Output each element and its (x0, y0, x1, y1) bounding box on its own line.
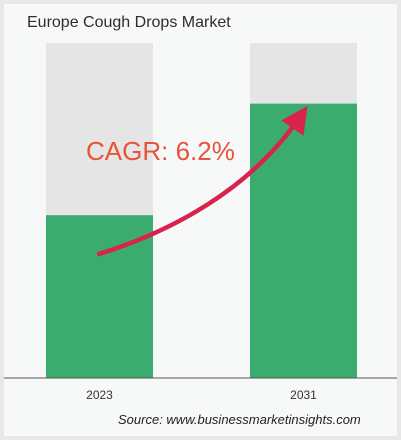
chart-title: Europe Cough Drops Market (27, 14, 231, 31)
x-tick-label-2023: 2023 (86, 388, 113, 402)
cagr-arrow (96, 105, 308, 257)
source-text: Source: www.businessmarketinsights.com (118, 412, 361, 427)
bar-2031 (250, 103, 357, 378)
x-tick-label-2031: 2031 (290, 388, 317, 402)
cagr-label: CAGR: 6.2% (86, 136, 235, 166)
